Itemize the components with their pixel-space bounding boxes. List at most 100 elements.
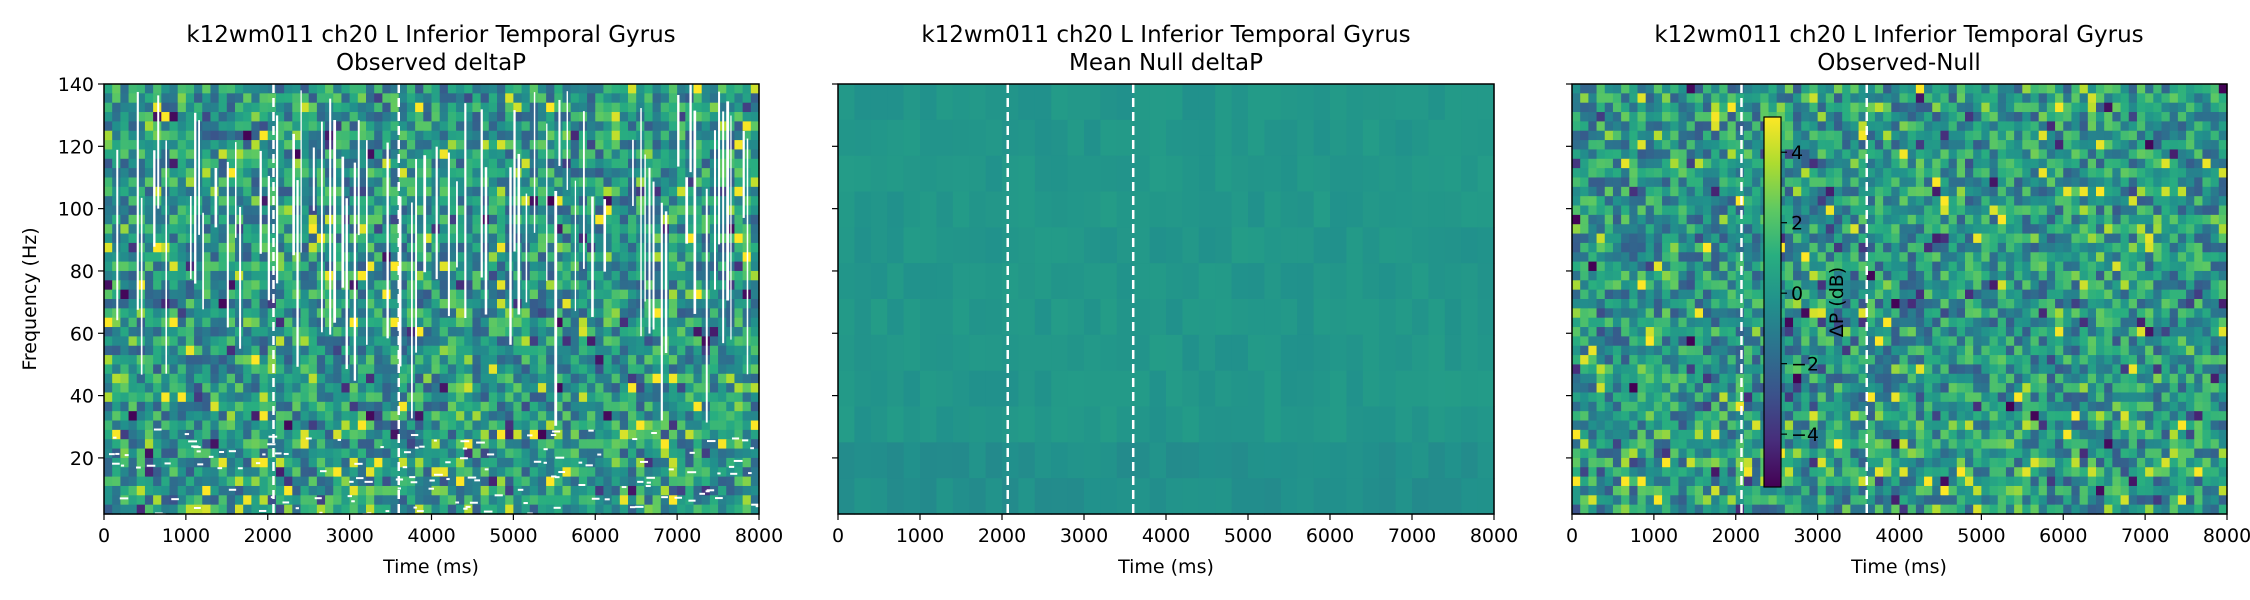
masked-cell: [193, 446, 201, 449]
heatmap-cell: [194, 495, 203, 506]
heatmap-cell: [537, 495, 547, 506]
heatmap-cell: [734, 252, 744, 263]
heatmap-cell: [1133, 442, 1151, 479]
heatmap-cell: [644, 140, 654, 151]
heatmap-cell: [701, 467, 711, 478]
heatmap-cell: [1412, 191, 1429, 228]
heatmap-cell: [619, 317, 629, 328]
heatmap-cell: [750, 467, 760, 478]
heatmap-cell: [603, 411, 613, 422]
heatmap-cell: [218, 336, 228, 347]
heatmap-cell: [284, 345, 293, 356]
heatmap-cell: [349, 457, 359, 468]
heatmap-cell: [308, 495, 318, 506]
heatmap-cell: [415, 308, 424, 319]
heatmap-cell: [726, 401, 736, 412]
heatmap-cell: [259, 130, 269, 141]
heatmap-cell: [136, 448, 146, 459]
heatmap-cell: [333, 392, 343, 403]
heatmap-cell: [1637, 102, 1647, 113]
heatmap-cell: [374, 186, 383, 197]
heatmap-cell: [423, 467, 433, 478]
heatmap-cell: [112, 467, 121, 478]
heatmap-cell: [2104, 84, 2113, 94]
heatmap-cell: [1784, 93, 1794, 104]
heatmap-cell: [177, 280, 187, 291]
heatmap-cell: [554, 457, 564, 468]
heatmap-cell: [1330, 119, 1347, 157]
heatmap-cell: [668, 308, 678, 319]
heatmap-cell: [169, 149, 179, 160]
heatmap-cell: [300, 242, 310, 253]
heatmap-cell: [415, 149, 424, 160]
heatmap-cell: [595, 373, 605, 384]
heatmap-cell: [742, 467, 752, 478]
heatmap-cell: [1084, 263, 1101, 300]
heatmap-cell: [120, 214, 130, 225]
heatmap-cell: [275, 383, 285, 394]
heatmap-cell: [578, 392, 588, 403]
heatmap-cell: [439, 485, 449, 496]
heatmap-cell: [562, 214, 572, 225]
heatmap-cell: [398, 196, 408, 207]
heatmap-cell: [120, 448, 130, 459]
heatmap-cell: [259, 242, 269, 253]
heatmap-cell: [2186, 102, 2195, 113]
heatmap-cell: [202, 504, 212, 515]
heatmap-cell: [1834, 93, 1843, 104]
heatmap-cell: [104, 345, 113, 356]
heatmap-cell: [701, 168, 711, 179]
heatmap-cell: [357, 233, 367, 244]
heatmap-cell: [177, 392, 187, 403]
heatmap-cell: [2145, 121, 2154, 132]
heatmap-cell: [546, 149, 555, 160]
heatmap-cell: [1784, 130, 1794, 141]
masked-cell: [525, 193, 528, 303]
heatmap-cell: [660, 168, 670, 179]
heatmap-cell: [398, 177, 408, 188]
heatmap-cell: [1572, 140, 1581, 151]
heatmap-cell: [120, 457, 130, 468]
heatmap-cell: [1760, 93, 1770, 104]
heatmap-cell: [952, 334, 970, 372]
heatmap-cell: [652, 214, 662, 225]
heatmap-cell: [202, 205, 212, 216]
heatmap-cell: [619, 429, 629, 440]
heatmap-cell: [308, 457, 318, 468]
heatmap-cell: [1629, 121, 1639, 132]
heatmap-cell: [936, 334, 954, 372]
heatmap-cell: [677, 383, 686, 394]
heatmap-cell: [854, 406, 872, 443]
heatmap-cell: [300, 457, 310, 468]
heatmap-cell: [668, 392, 678, 403]
heatmap-cell: [316, 504, 326, 515]
heatmap-cell: [1907, 130, 1917, 141]
heatmap-cell: [472, 429, 482, 440]
heatmap-cell: [275, 224, 285, 235]
panel-observed: k12wm011 ch20 L Inferior Temporal Gyrus …: [19, 22, 783, 578]
heatmap-cell: [316, 112, 326, 122]
heatmap-cell: [2071, 140, 2081, 151]
heatmap-cell: [546, 196, 555, 207]
heatmap-cell: [161, 93, 171, 104]
heatmap-cell: [1166, 406, 1183, 443]
heatmap-cell: [1973, 140, 1982, 151]
heatmap-cell: [1948, 102, 1958, 113]
heatmap-cell: [1149, 442, 1167, 479]
heatmap-cell: [1743, 140, 1753, 151]
heatmap-cell: [447, 168, 457, 179]
heatmap-cell: [513, 504, 523, 515]
heatmap-cell: [341, 485, 351, 496]
heatmap-cell: [652, 327, 662, 337]
heatmap-cell: [308, 420, 318, 431]
masked-cell: [171, 498, 179, 501]
heatmap-cell: [300, 420, 310, 431]
heatmap-cell: [128, 439, 138, 450]
heatmap-cell: [153, 327, 162, 337]
heatmap-cell: [611, 495, 621, 506]
heatmap-cell: [267, 177, 277, 188]
panel-title: k12wm011 ch20 L Inferior Temporal Gyrus: [1654, 22, 2143, 48]
heatmap-cell: [300, 336, 310, 347]
heatmap-cell: [603, 317, 613, 328]
heatmap-cell: [660, 186, 670, 197]
